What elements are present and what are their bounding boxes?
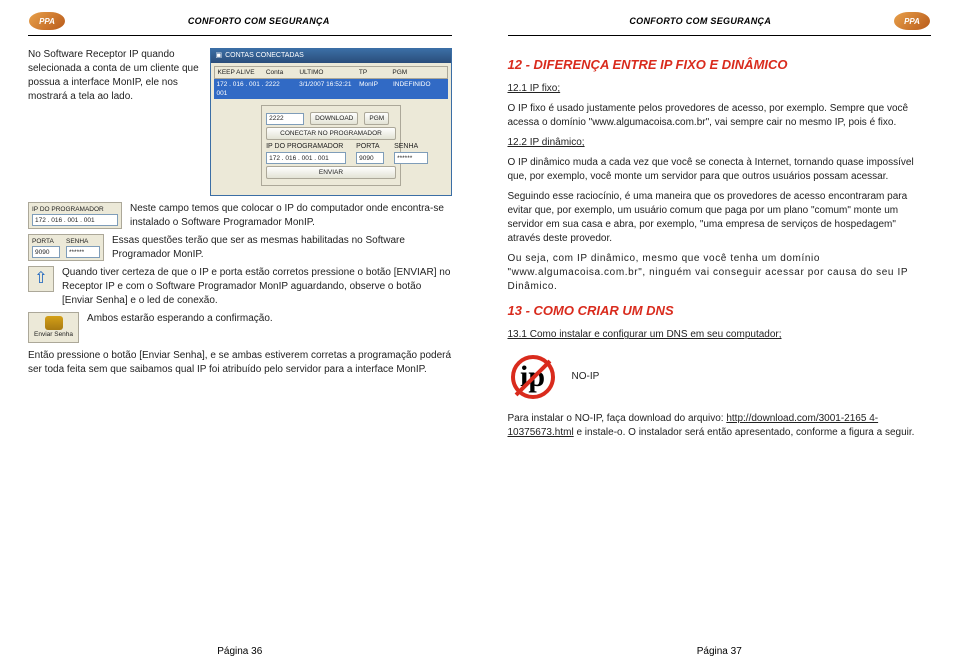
enviar-row: ⇧ Quando tiver certeza de que o IP e por… — [28, 266, 452, 308]
ip-field-row: IP DO PROGRAMADOR 172 . 016 . 001 . 001 … — [28, 202, 452, 230]
page-header: PPA CONFORTO COM SEGURANÇA — [28, 10, 452, 36]
enviar-senha-row: Enviar Senha Ambos estarão esperando a c… — [28, 312, 452, 343]
page-footer: Página 36 — [28, 640, 452, 657]
section-13-1-title: 13.1 Como instalar e configurar um DNS e… — [508, 328, 932, 342]
cell-ip: 172 . 016 . 001 . 001 — [216, 80, 265, 98]
arrow-up-icon: ⇧ — [34, 268, 47, 290]
label-porta: PORTA — [356, 142, 384, 152]
field-porta: 9090 — [356, 152, 384, 164]
screenshot-ip-field: IP DO PROGRAMADOR 172 . 016 . 001 . 001 — [28, 202, 122, 229]
upload-icon: ⇧ — [28, 266, 54, 292]
para-12-2b: Seguindo esse raciocínio, é uma maneira … — [508, 190, 932, 246]
enviar-button: ENVIAR — [266, 166, 396, 179]
col-conta: Conta — [266, 68, 299, 77]
col-keepalive: KEEP ALIVE — [217, 68, 265, 77]
cell-conta: 2222 — [265, 80, 299, 98]
section-12-2-title: 12.2 IP dinâmico; — [508, 136, 932, 150]
grid-header: KEEP ALIVE Conta ULTIMO TP PGM — [214, 66, 447, 79]
header-title: CONFORTO COM SEGURANÇA — [508, 16, 894, 26]
field-conta: 2222 — [266, 113, 304, 125]
section-13-title: 13 - COMO CRIAR UM DNS — [508, 302, 932, 320]
noip-box: ip NO-IP — [508, 352, 932, 402]
col-tp: TP — [359, 68, 393, 77]
field-porta2: 9090 — [32, 246, 60, 258]
cell-tp: MonIP — [359, 80, 393, 98]
label-porta2: PORTA — [32, 237, 60, 246]
window-titlebar: ▣ CONTAS CONECTADAS — [211, 49, 450, 63]
conectar-button: CONECTAR NO PROGRAMADOR — [266, 127, 396, 140]
pgm-button: PGM — [364, 112, 389, 125]
section-12-1-title: 12.1 IP fixo; — [508, 82, 932, 96]
screenshot-porta-senha: PORTA 9090 SENHA ****** — [28, 234, 104, 261]
ip-field-caption: Neste campo temos que colocar o IP do co… — [130, 202, 452, 230]
label-ip-prog: IP DO PROGRAMADOR — [32, 205, 118, 214]
screenshot-enviar-senha: Enviar Senha — [28, 312, 79, 343]
page-footer: Página 37 — [508, 640, 932, 657]
page-header: CONFORTO COM SEGURANÇA PPA — [508, 10, 932, 36]
noip-text-b: e instale-o. O instalador será então apr… — [574, 427, 915, 438]
intro-row: No Software Receptor IP quando seleciona… — [28, 48, 452, 196]
cell-ultimo: 3/1/2007 16:52:21 — [299, 80, 359, 98]
enviar-senha-label: Enviar Senha — [34, 330, 73, 339]
enviar-caption: Quando tiver certeza de que o IP e porta… — [62, 266, 452, 308]
field-senha: ****** — [394, 152, 428, 164]
page-content: No Software Receptor IP quando seleciona… — [28, 48, 452, 640]
label-ip: IP DO PROGRAMADOR — [266, 142, 346, 152]
ambos-caption: Ambos estarão esperando a confirmação. — [87, 312, 451, 326]
porta-field-row: PORTA 9090 SENHA ****** Essas questões t… — [28, 234, 452, 262]
noip-label: NO-IP — [572, 370, 600, 384]
screenshot-detail-panel: 2222 DOWNLOAD PGM CONECTAR NO PROGRAMADO… — [261, 105, 401, 186]
window-icon: ▣ — [215, 51, 222, 61]
intro-text: No Software Receptor IP quando seleciona… — [28, 48, 202, 196]
key-icon — [45, 316, 63, 330]
field-ip-prog: 172 . 016 . 001 . 001 — [32, 214, 118, 226]
field-senha2: ****** — [66, 246, 100, 258]
col-ultimo: ULTIMO — [299, 68, 359, 77]
col-pgm: PGM — [392, 68, 444, 77]
noip-icon: ip — [508, 352, 558, 402]
label-senha2: SENHA — [66, 237, 100, 246]
cell-pgm: INDEFINIDO — [393, 80, 446, 98]
para-12-2a: O IP dinâmico muda a cada vez que você s… — [508, 156, 932, 184]
para-noip-install: Para instalar o NO-IP, faça download do … — [508, 412, 932, 440]
para-12-1: O IP fixo é usado justamente pelos prove… — [508, 102, 932, 130]
window-title: CONTAS CONECTADAS — [225, 51, 304, 61]
brand-logo: PPA — [893, 11, 931, 31]
header-title: CONFORTO COM SEGURANÇA — [66, 16, 452, 26]
brand-logo: PPA — [28, 11, 66, 31]
porta-field-caption: Essas questões terão que ser as mesmas h… — [112, 234, 452, 262]
grid-row: 172 . 016 . 001 . 001 2222 3/1/2007 16:5… — [214, 79, 447, 99]
para-12-2c: Ou seja, com IP dinâmico, mesmo que você… — [508, 252, 932, 294]
noip-text-a: Para instalar o NO-IP, faça download do … — [508, 413, 727, 424]
page-left: PPA CONFORTO COM SEGURANÇA No Software R… — [0, 0, 480, 665]
field-ip: 172 . 016 . 001 . 001 — [266, 152, 346, 164]
label-senha: SENHA — [394, 142, 428, 152]
screenshot-contas-conectadas: ▣ CONTAS CONECTADAS KEEP ALIVE Conta ULT… — [210, 48, 451, 196]
download-button: DOWNLOAD — [310, 112, 358, 125]
final-paragraph: Então pressione o botão [Enviar Senha], … — [28, 349, 452, 377]
section-12-title: 12 - DIFERENÇA ENTRE IP FIXO E DINÂMICO — [508, 56, 932, 74]
page-content: 12 - DIFERENÇA ENTRE IP FIXO E DINÂMICO … — [508, 48, 932, 640]
page-right: CONFORTO COM SEGURANÇA PPA 12 - DIFERENÇ… — [480, 0, 959, 665]
